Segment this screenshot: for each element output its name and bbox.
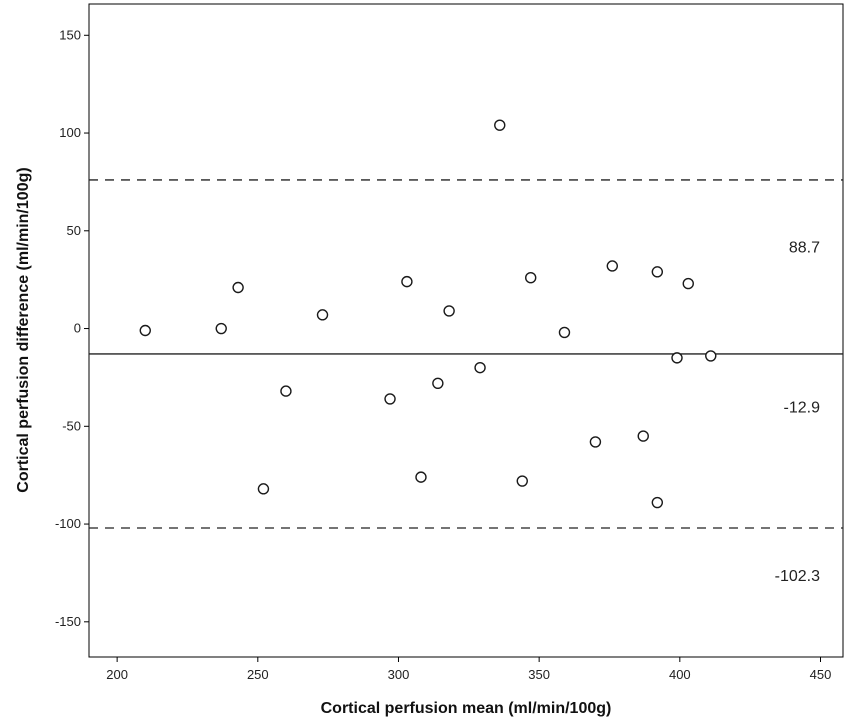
data-point xyxy=(432,377,444,389)
data-point xyxy=(257,483,270,495)
data-point xyxy=(516,475,528,487)
reference-line-label: 88.7 xyxy=(789,239,820,256)
x-tick-label: 400 xyxy=(669,667,691,682)
reference-line-label: -102.3 xyxy=(775,568,820,585)
data-point xyxy=(589,436,602,448)
y-tick-label: -50 xyxy=(62,418,81,433)
data-point xyxy=(384,393,396,405)
data-point xyxy=(415,471,427,483)
data-point xyxy=(215,322,227,335)
data-point xyxy=(474,361,486,374)
data-point xyxy=(606,260,618,272)
reference-line-label: -12.9 xyxy=(784,400,821,417)
data-point xyxy=(705,350,717,362)
y-tick-label: -100 xyxy=(55,516,81,531)
data-point xyxy=(494,119,506,131)
x-tick-label: 250 xyxy=(247,667,269,682)
y-tick-label: 0 xyxy=(74,321,81,336)
data-point xyxy=(525,272,537,284)
data-point xyxy=(316,309,329,321)
data-point xyxy=(682,277,694,290)
data-point xyxy=(232,281,244,294)
x-tick-label: 300 xyxy=(388,667,410,682)
x-tick-label: 350 xyxy=(528,667,550,682)
y-tick-label: 100 xyxy=(59,125,81,140)
data-point xyxy=(443,305,455,317)
data-point xyxy=(139,324,151,337)
data-point xyxy=(651,266,664,278)
data-point xyxy=(280,385,292,397)
x-axis-title: Cortical perfusion mean (ml/min/100g) xyxy=(321,700,612,717)
y-tick-label: 50 xyxy=(67,223,81,238)
x-tick-label: 450 xyxy=(810,667,832,682)
y-axis-title: Cortical perfusion difference (ml/min/10… xyxy=(15,167,32,492)
data-point xyxy=(558,326,571,339)
data-point xyxy=(401,275,413,288)
y-tick-label: 150 xyxy=(59,27,81,42)
x-tick-label: 200 xyxy=(106,667,128,682)
data-point xyxy=(651,496,664,509)
data-point xyxy=(637,430,649,442)
data-point xyxy=(671,352,683,364)
plot-frame xyxy=(88,3,844,658)
y-tick-label: -150 xyxy=(55,614,81,629)
